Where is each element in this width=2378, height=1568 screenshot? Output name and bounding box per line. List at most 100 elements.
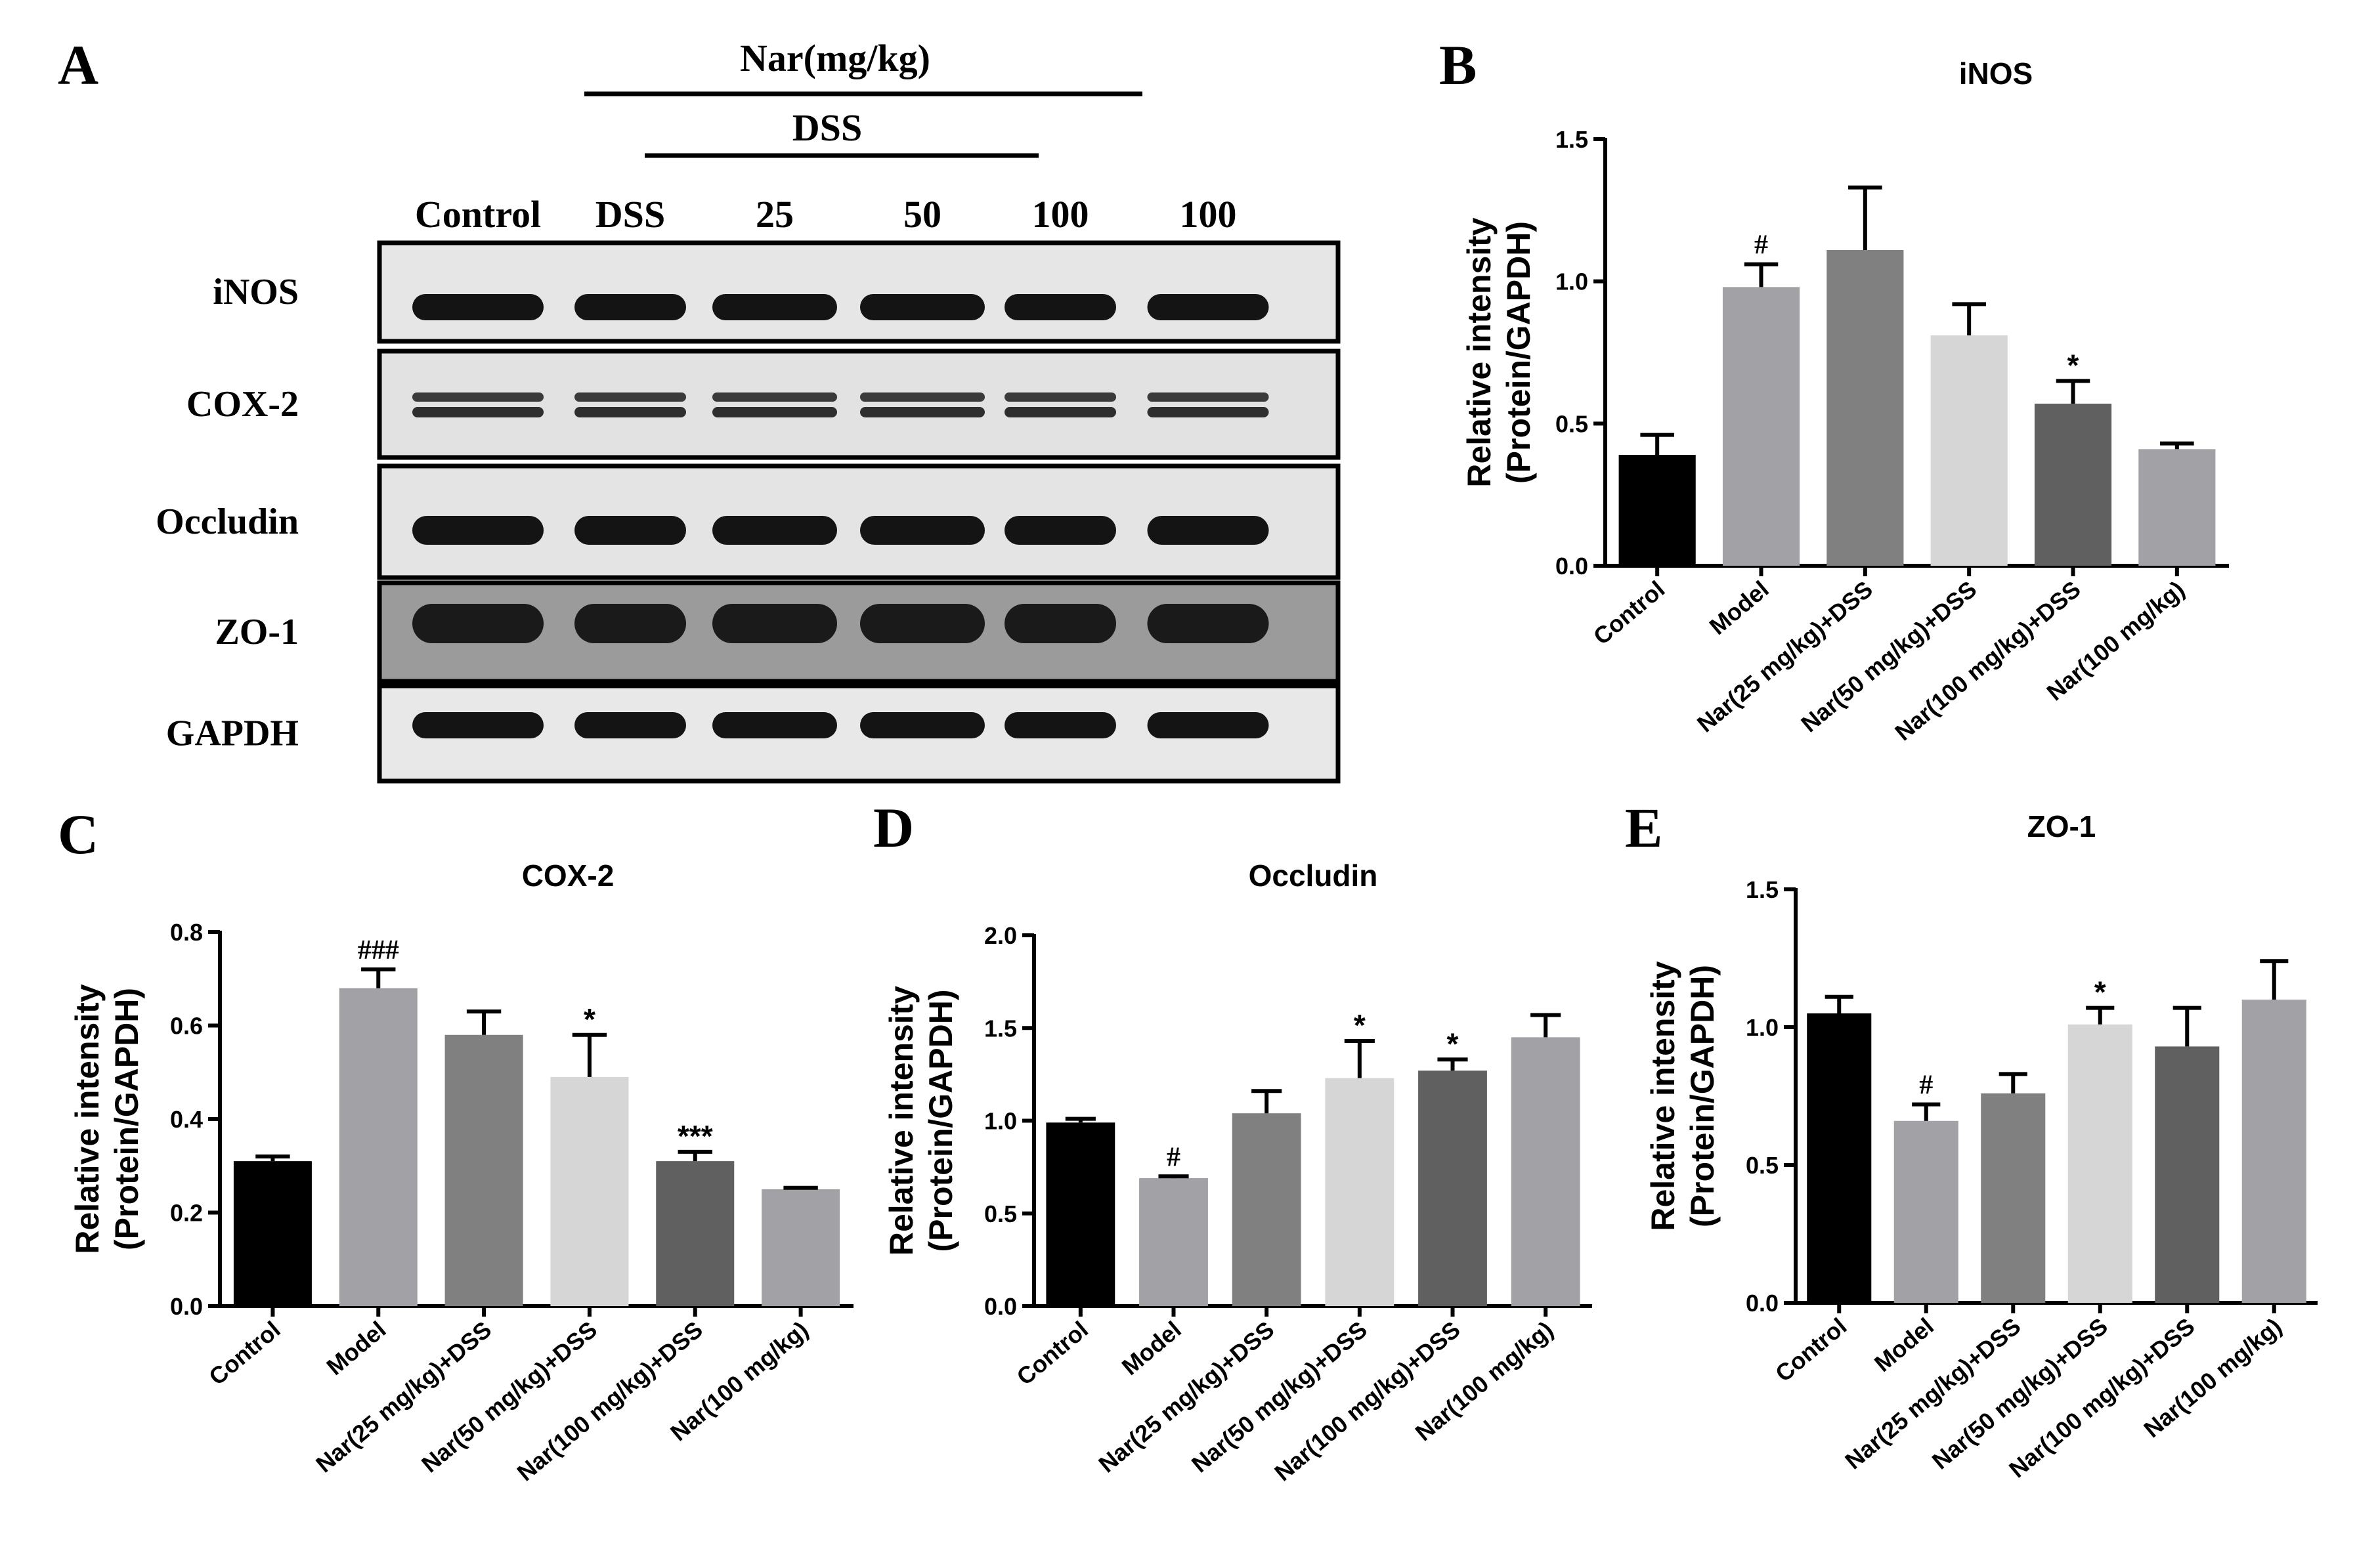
blot-row-label: GAPDH: [166, 713, 299, 754]
bar-nar-25-mg-kg-dss: [1827, 250, 1904, 566]
y-axis-label: (Protein/GAPDH): [1500, 221, 1537, 484]
x-category-label: Nar(50 mg/kg)+DSS: [1186, 1316, 1372, 1478]
bar-control: [1618, 455, 1696, 566]
panel-letter-e: E: [1625, 796, 1662, 859]
blot-band: [574, 712, 686, 738]
bar-control: [1046, 1122, 1115, 1306]
significance-star: *: [2094, 975, 2106, 1009]
blot-band: [860, 604, 985, 643]
x-category-label: Nar(50 mg/kg)+DSS: [416, 1316, 602, 1478]
y-tick-label: 0.0: [1746, 1290, 1779, 1317]
blot-lane-label: 100: [1180, 193, 1237, 236]
blot-lane-label: 25: [756, 193, 794, 236]
y-axis-label: Relative intensity: [883, 986, 920, 1256]
panel-letter-d: D: [873, 796, 914, 859]
x-category-label: Nar(100 mg/kg)+DSS: [1890, 576, 2085, 746]
y-tick-label: 0.0: [984, 1293, 1017, 1320]
x-category-label: Model: [1869, 1313, 1939, 1377]
blot-band: [712, 407, 837, 417]
bar-nar-50-mg-kg-dss: [2067, 1024, 2132, 1303]
y-axis-label: (Protein/GAPDH): [108, 988, 145, 1250]
bar-nar-100-mg-kg-dss: [2034, 404, 2112, 566]
bar-model: [1893, 1120, 1958, 1303]
blot-band: [1147, 516, 1269, 545]
bar-model: [339, 988, 418, 1306]
x-category-label: Nar(25 mg/kg)+DSS: [1692, 576, 1878, 738]
significance-hash: #: [1754, 230, 1768, 261]
bar-model: [1722, 287, 1800, 566]
x-category-label: Control: [1588, 576, 1670, 650]
blot-sub-header: DSS: [792, 106, 862, 149]
blot-row-label: ZO-1: [215, 612, 299, 652]
significance-star: *: [1354, 1008, 1366, 1042]
significance-hash: #: [1919, 1070, 1933, 1101]
blot-band: [1005, 604, 1116, 643]
x-category-label: Model: [1704, 576, 1774, 640]
panel-letter-c: C: [58, 803, 98, 866]
y-tick-label: 0.5: [1555, 410, 1588, 437]
blot-band: [1005, 294, 1116, 320]
y-axis-label: Relative intensity: [69, 984, 106, 1254]
y-tick-label: 1.0: [1555, 268, 1588, 295]
y-tick-label: 1.0: [1746, 1014, 1779, 1041]
blot-lane-label: 50: [903, 193, 941, 236]
blot-strip: [377, 240, 1341, 344]
bar-control: [1807, 1013, 1872, 1303]
blot-band: [860, 516, 985, 545]
blot-band: [1147, 407, 1269, 417]
bar-nar-100-mg-kg: [2241, 1000, 2306, 1303]
blot-band: [1005, 407, 1116, 417]
blot-band: [860, 712, 985, 738]
significance-hash: ###: [358, 935, 399, 965]
blot-row-gapdh: GAPDH: [166, 683, 1341, 784]
y-tick-label: 0.0: [1555, 553, 1588, 580]
blot-band: [574, 294, 686, 320]
bar-nar-100-mg-kg-dss: [2155, 1046, 2220, 1303]
significance-star: *: [2067, 348, 2079, 382]
x-category-label: Nar(100 mg/kg)+DSS: [511, 1316, 707, 1487]
y-tick-label: 0.6: [170, 1013, 203, 1040]
blot-row-occludin: Occludin: [156, 463, 1341, 580]
chart-occludin: Occludin Relative intensity (Protein/GAPDH…: [883, 858, 1592, 1486]
blot-strip: [377, 349, 1341, 460]
blot-rows: iNOS COX-2 Occludin ZO-1 GAPDH: [156, 240, 1341, 784]
blot-band: [574, 407, 686, 417]
blot-band: [1005, 392, 1116, 402]
x-category-label: Nar(50 mg/kg)+DSS: [1796, 576, 1981, 738]
x-category-label: Model: [321, 1316, 391, 1380]
blot-band: [712, 294, 837, 320]
y-axis-label: Relative intensity: [1645, 961, 1681, 1231]
bar-nar-100-mg-kg: [762, 1189, 840, 1306]
blot-row-inos: iNOS: [213, 240, 1341, 344]
blot-band: [412, 294, 544, 320]
blot-row-label: Occludin: [156, 501, 299, 542]
chart-title: iNOS: [1959, 56, 2033, 91]
significance-star: *: [584, 1002, 595, 1036]
blot-band: [1147, 294, 1269, 320]
y-tick-label: 2.0: [984, 922, 1017, 949]
blot-top-header: Nar(mg/kg): [740, 37, 930, 79]
chart-cox-2: COX-2 Relative intensity (Protein/GAPDH) 0.…: [69, 858, 854, 1486]
x-category-label: Nar(25 mg/kg)+DSS: [311, 1316, 496, 1478]
bar-nar-100-mg-kg-dss: [656, 1161, 735, 1306]
y-axis-label: Relative intensity: [1461, 217, 1498, 487]
blot-band: [1147, 604, 1269, 643]
blot-band: [860, 294, 985, 320]
x-category-label: Control: [1012, 1316, 1093, 1391]
x-category-label: Nar(100 mg/kg)+DSS: [1269, 1316, 1465, 1487]
y-tick-label: 0.8: [170, 919, 203, 946]
y-axis-label: (Protein/GAPDH): [1684, 965, 1721, 1227]
blot-band: [712, 604, 837, 643]
bar-nar-50-mg-kg-dss: [1930, 335, 2008, 566]
blot-row-label: COX-2: [186, 384, 299, 425]
blot-band: [412, 516, 544, 545]
bar-nar-100-mg-kg: [1511, 1037, 1580, 1306]
blot-row-zo-1: ZO-1: [215, 580, 1341, 684]
blot-band: [712, 392, 837, 402]
blot-band: [1147, 712, 1269, 738]
y-tick-label: 1.5: [984, 1015, 1017, 1042]
x-category-label: Model: [1117, 1316, 1186, 1380]
blot-band: [412, 712, 544, 738]
chart-inos: iNOS Relative intensity (Protein/GAPDH) 0.0…: [1461, 56, 2229, 746]
blot-band: [574, 392, 686, 402]
